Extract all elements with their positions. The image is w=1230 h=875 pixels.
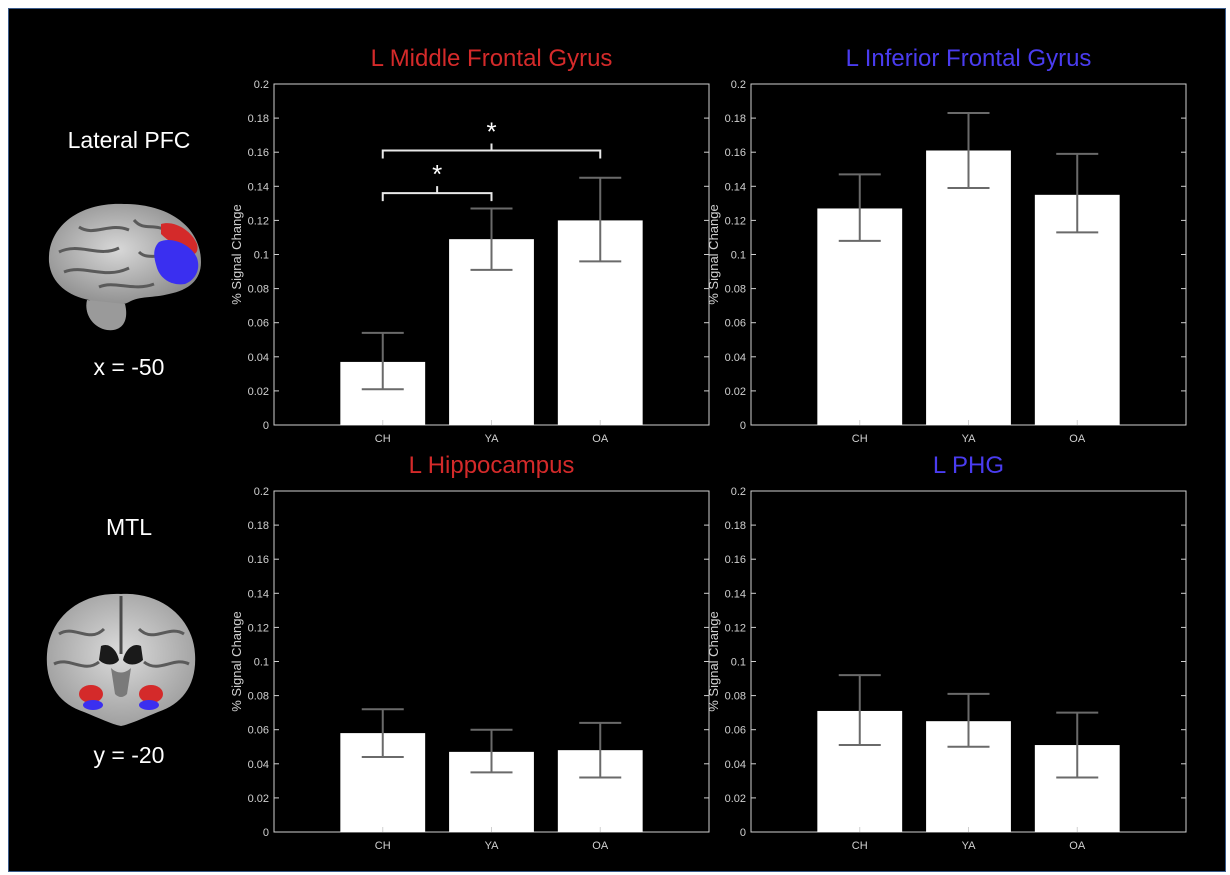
y-tick-label: 0.02 xyxy=(725,793,746,805)
y-tick-label: 0.04 xyxy=(725,352,746,364)
y-tick-label: 0.1 xyxy=(731,250,746,262)
y-tick-label: 0.08 xyxy=(248,284,269,296)
y-axis-label: % Signal Change xyxy=(706,611,721,711)
y-tick-label: 0.18 xyxy=(248,520,269,532)
figure-panel: Lateral PFC x = -50 MTL xyxy=(8,8,1226,872)
x-tick-label: CH xyxy=(852,840,868,852)
y-tick-label: 0.06 xyxy=(725,725,746,737)
y-tick-label: 0.18 xyxy=(248,113,269,125)
y-tick-label: 0.06 xyxy=(725,318,746,330)
y-tick-label: 0.1 xyxy=(731,657,746,669)
y-tick-label: 0.06 xyxy=(248,725,269,737)
y-axis-label: % Signal Change xyxy=(229,611,244,711)
significance-bracket xyxy=(381,186,493,202)
y-tick-label: 0.2 xyxy=(254,79,269,91)
y-tick-label: 0.02 xyxy=(248,386,269,398)
x-tick-label: YA xyxy=(485,840,500,852)
y-tick-label: 0.14 xyxy=(725,181,746,193)
y-tick-label: 0.04 xyxy=(248,352,269,364)
bar-charts: L Middle Frontal Gyrus 0 0.02 0.04 0.06 0.08 0… xyxy=(229,45,1187,852)
y-tick-label: 0.14 xyxy=(248,588,269,600)
y-tick-label: 0.18 xyxy=(725,520,746,532)
x-tick-label: YA xyxy=(962,840,977,852)
y-tick-label: 0.2 xyxy=(254,486,269,498)
chart-hippocampus: L Hippocampus 0 0.02 0.04 0.06 0.08 0.1 0.12 0.1… xyxy=(229,452,710,852)
y-tick-label: 0.16 xyxy=(725,147,746,159)
chart-title: L Inferior Frontal Gyrus xyxy=(846,45,1092,72)
y-tick-label: 0.06 xyxy=(248,318,269,330)
y-tick-label: 0.02 xyxy=(725,386,746,398)
chart-title: L Hippocampus xyxy=(409,452,575,479)
significance-bracket xyxy=(381,143,602,159)
sagittal-brain-icon xyxy=(48,203,201,331)
y-tick-label: 0.04 xyxy=(725,759,746,771)
y-tick-label: 0.14 xyxy=(248,181,269,193)
y-tick-label: 0.12 xyxy=(248,215,269,227)
region-label-lateral-pfc: Lateral PFC xyxy=(67,127,191,153)
significance-marker: * xyxy=(432,159,442,189)
x-tick-label: CH xyxy=(852,433,868,445)
y-tick-label: 0.16 xyxy=(248,554,269,566)
y-tick-label: 0.08 xyxy=(725,284,746,296)
x-tick-label: YA xyxy=(485,433,500,445)
significance-marker: * xyxy=(486,116,496,146)
region-coord-x: x = -50 xyxy=(93,354,165,380)
x-tick-label: OA xyxy=(1069,433,1086,445)
y-tick-label: 0.08 xyxy=(248,691,269,703)
y-tick-label: 0.18 xyxy=(725,113,746,125)
region-coord-y: y = -20 xyxy=(93,742,165,768)
y-tick-label: 0.1 xyxy=(254,250,269,262)
x-tick-label: CH xyxy=(375,840,391,852)
bar-ch xyxy=(817,208,903,425)
region-label-mtl: MTL xyxy=(106,514,152,540)
x-tick-label: CH xyxy=(375,433,391,445)
y-tick-label: 0.12 xyxy=(725,215,746,227)
y-tick-label: 0 xyxy=(263,420,269,432)
x-tick-label: YA xyxy=(962,433,977,445)
y-axis-label: % Signal Change xyxy=(229,204,244,304)
x-tick-label: OA xyxy=(592,433,609,445)
chart-title: L PHG xyxy=(933,452,1004,479)
y-tick-label: 0.02 xyxy=(248,793,269,805)
y-tick-label: 0 xyxy=(740,420,746,432)
chart-phg: L PHG 0 0.02 0.04 0.06 0.08 0.1 0.12 0.14 0.16 0.1… xyxy=(706,452,1187,852)
y-tick-label: 0.16 xyxy=(725,554,746,566)
y-tick-label: 0 xyxy=(740,827,746,839)
bar-ya xyxy=(926,150,1011,425)
y-tick-label: 0.08 xyxy=(725,691,746,703)
x-tick-label: OA xyxy=(592,840,609,852)
coronal-brain-icon xyxy=(46,593,196,726)
y-tick-label: 0.2 xyxy=(731,79,746,91)
y-tick-label: 0.16 xyxy=(248,147,269,159)
y-axis-label: % Signal Change xyxy=(706,204,721,304)
y-tick-label: 0 xyxy=(263,827,269,839)
y-tick-label: 0.04 xyxy=(248,759,269,771)
y-tick-label: 0.1 xyxy=(254,657,269,669)
y-tick-label: 0.12 xyxy=(725,622,746,634)
x-tick-label: OA xyxy=(1069,840,1086,852)
chart-inferior-frontal: L Inferior Frontal Gyrus 0 0.02 0.04 0.06 0.0… xyxy=(706,45,1187,445)
y-tick-label: 0.12 xyxy=(248,622,269,634)
chart-middle-frontal: L Middle Frontal Gyrus 0 0.02 0.04 0.06 0.08 0… xyxy=(229,45,710,445)
y-tick-label: 0.2 xyxy=(731,486,746,498)
chart-title: L Middle Frontal Gyrus xyxy=(371,45,613,72)
y-tick-label: 0.14 xyxy=(725,588,746,600)
